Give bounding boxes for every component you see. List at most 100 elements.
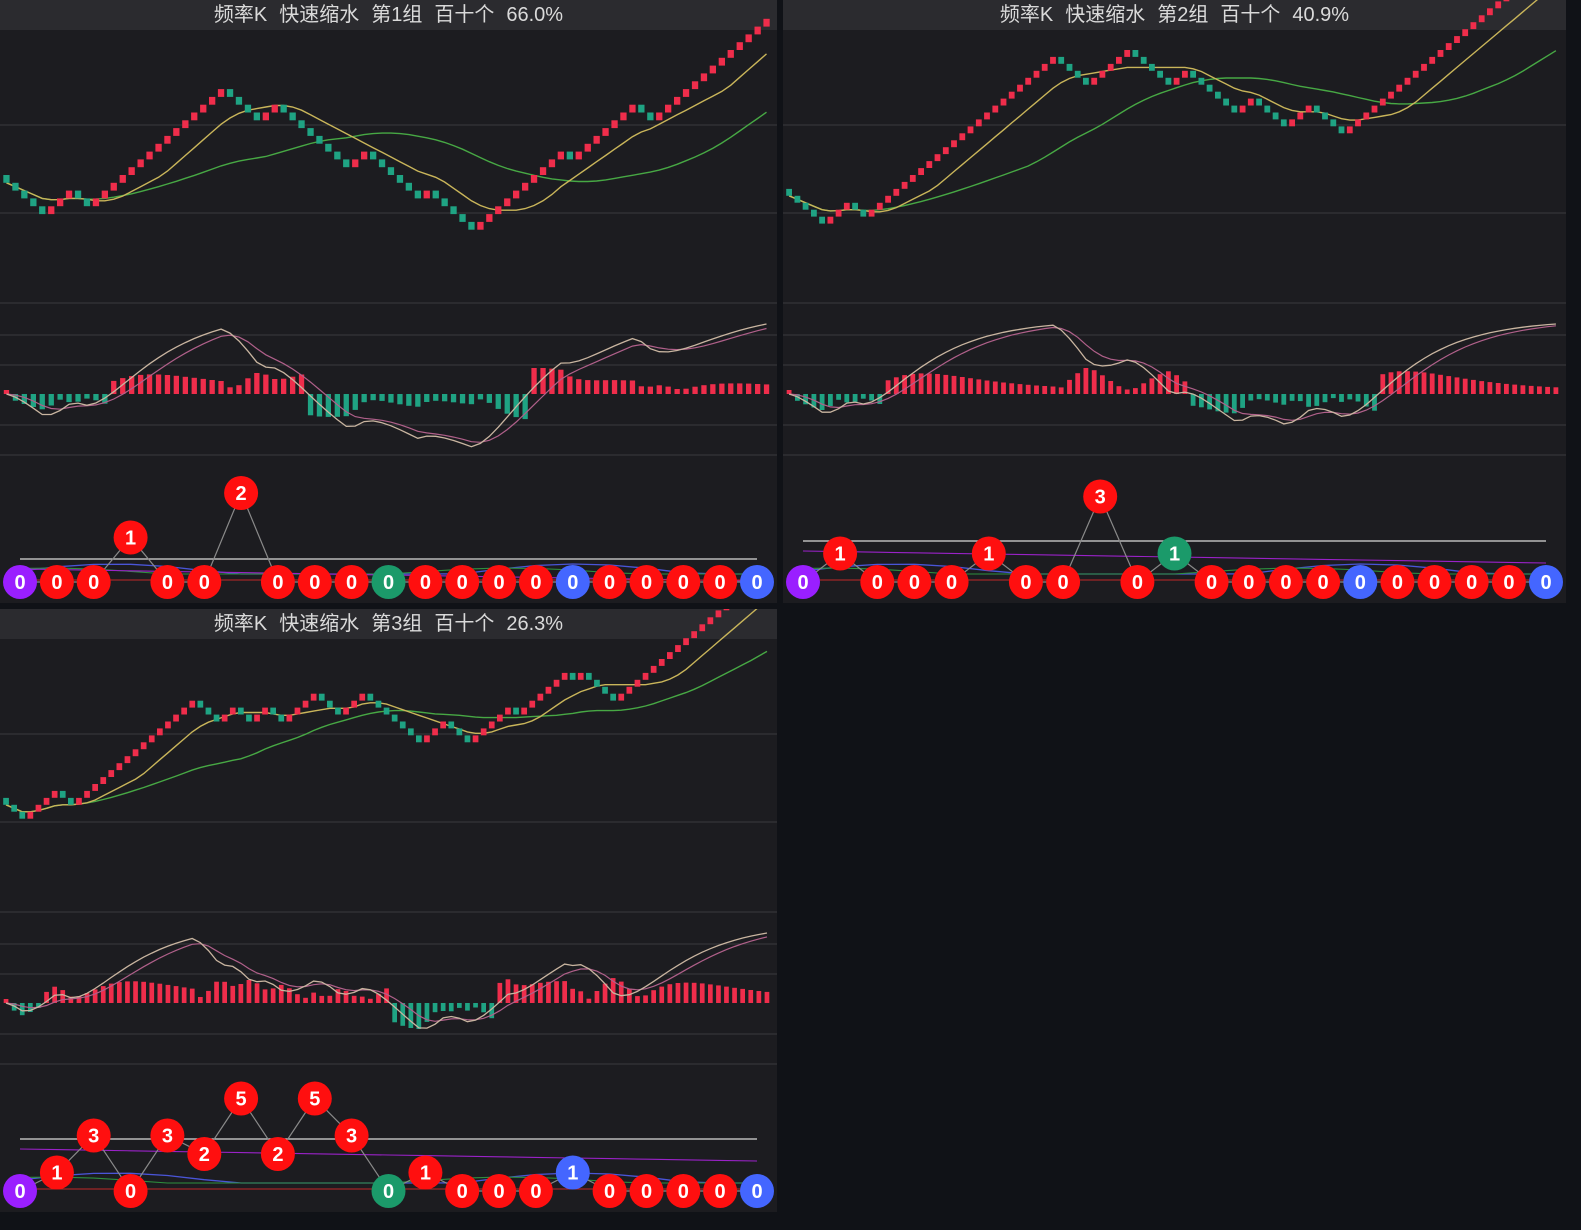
count-circle <box>76 1118 111 1153</box>
macd-bar <box>755 384 761 394</box>
macd-bar <box>92 989 98 1003</box>
count-circle <box>482 565 517 599</box>
count-label: 1 <box>125 528 136 550</box>
chart-panel-2[interactable]: 频率K 快速缩水 第2组 百十个 40.9% 0 1 0 0 0 1 0 0 3 0 1 0 0 0 0 0 0 0 0 0 0 <box>783 0 1566 603</box>
k-bar <box>391 714 398 722</box>
macd-bar <box>1396 371 1402 394</box>
macd-bar <box>1306 394 1311 407</box>
k-bar <box>967 126 974 134</box>
k-bar <box>634 679 641 687</box>
macd-bar <box>1347 394 1353 400</box>
macd-bar <box>442 394 448 402</box>
k-bar <box>173 714 179 722</box>
macd-bar <box>1058 387 1064 394</box>
macd-bar <box>521 985 527 1003</box>
macd-bar <box>1017 384 1023 394</box>
chart-panel-1[interactable]: 频率K 快速缩水 第1组 百十个 66.0% 0 0 0 1 0 0 2 0 0 0 0 0 0 0 0 0 0 0 0 0 0 <box>0 0 777 603</box>
k-bar <box>529 700 536 708</box>
mode-name: 快速缩水 <box>1065 4 1146 26</box>
macd-bar <box>218 381 224 394</box>
k-bar <box>1289 119 1295 127</box>
k-bar <box>901 181 908 189</box>
k-bar <box>1264 105 1271 113</box>
macd-bar <box>459 394 466 404</box>
count-label: 1 <box>567 1163 578 1185</box>
k-bar <box>253 112 260 121</box>
count-circle <box>1194 565 1229 599</box>
count-circle <box>1083 479 1118 514</box>
macd-bar <box>287 988 292 1003</box>
macd-bar <box>68 996 74 1003</box>
k-bar <box>745 34 752 43</box>
k-bar <box>1190 70 1196 78</box>
macd-bar <box>505 979 511 1003</box>
k-bar <box>642 672 649 680</box>
k-bar <box>307 128 314 136</box>
macd-bar <box>36 1003 41 1008</box>
macd-bar <box>182 376 188 394</box>
macd-bar <box>1124 389 1130 394</box>
macd-bar <box>450 394 457 403</box>
macd-bar <box>165 984 171 1003</box>
macd-bar <box>415 394 421 407</box>
macd-bar <box>352 394 358 410</box>
count-label: 5 <box>236 1089 247 1111</box>
k-bar <box>294 707 301 715</box>
macd-bar <box>1182 381 1188 394</box>
macd-bar <box>1471 379 1476 394</box>
panel-title: 频率K 快速缩水 第2组 百十个 40.9% <box>783 0 1566 30</box>
macd-bar <box>311 992 316 1003</box>
k-bar <box>164 135 171 144</box>
macd-bar <box>1322 394 1328 403</box>
macd-bar <box>84 394 90 399</box>
k-bar <box>83 198 91 207</box>
k-bar <box>375 700 382 708</box>
count-circle <box>371 1174 406 1208</box>
count-label: 1 <box>51 1163 62 1185</box>
k-bar <box>586 672 592 680</box>
macd-bar <box>149 982 155 1003</box>
k-bar <box>43 797 50 805</box>
k-bar <box>3 175 10 183</box>
macd-bar <box>206 990 211 1003</box>
macd-bar <box>1231 394 1237 414</box>
k-bar <box>656 112 663 121</box>
k-bar <box>918 168 924 175</box>
k-bar <box>1124 50 1131 57</box>
macd-bar <box>209 380 215 394</box>
count-label: 1 <box>983 544 994 566</box>
k-bar <box>1437 50 1444 57</box>
macd-bar <box>643 995 648 1003</box>
k-bar <box>302 700 309 708</box>
macd-bar <box>602 380 609 394</box>
k-bar <box>278 714 285 722</box>
macd-bar <box>1034 385 1039 394</box>
k-bar <box>699 624 706 632</box>
macd-bar <box>1446 376 1452 394</box>
count-label: 0 <box>14 1181 25 1203</box>
k-bar <box>39 206 46 215</box>
k-bar <box>926 161 933 168</box>
macd-bar <box>627 988 632 1003</box>
k-bar <box>1371 105 1378 113</box>
macd-bar <box>245 378 251 394</box>
chart-panel-3[interactable]: 频率K 快速缩水 第3组 百十个 26.3% 0 1 3 0 3 2 5 2 5 3 0 1 0 0 0 1 0 0 0 0 0 <box>0 609 777 1212</box>
k-bar <box>155 143 162 152</box>
macd-bar <box>1520 385 1526 394</box>
k-bar <box>408 728 414 736</box>
macd-bar <box>295 994 300 1003</box>
macd-bar <box>1421 372 1427 394</box>
count-label: 0 <box>1540 572 1551 594</box>
count-circle <box>76 565 111 599</box>
k-bar <box>1404 77 1411 85</box>
count-label: 0 <box>1132 572 1143 594</box>
macd-bar <box>513 394 519 418</box>
count-circle <box>1231 565 1266 599</box>
count-circle <box>666 1174 701 1208</box>
count-circle <box>786 565 820 599</box>
macd-bar <box>272 379 278 394</box>
count-label: 0 <box>199 572 210 594</box>
macd-bar <box>370 394 376 401</box>
count-circle <box>39 565 74 599</box>
k-bar <box>763 18 770 27</box>
